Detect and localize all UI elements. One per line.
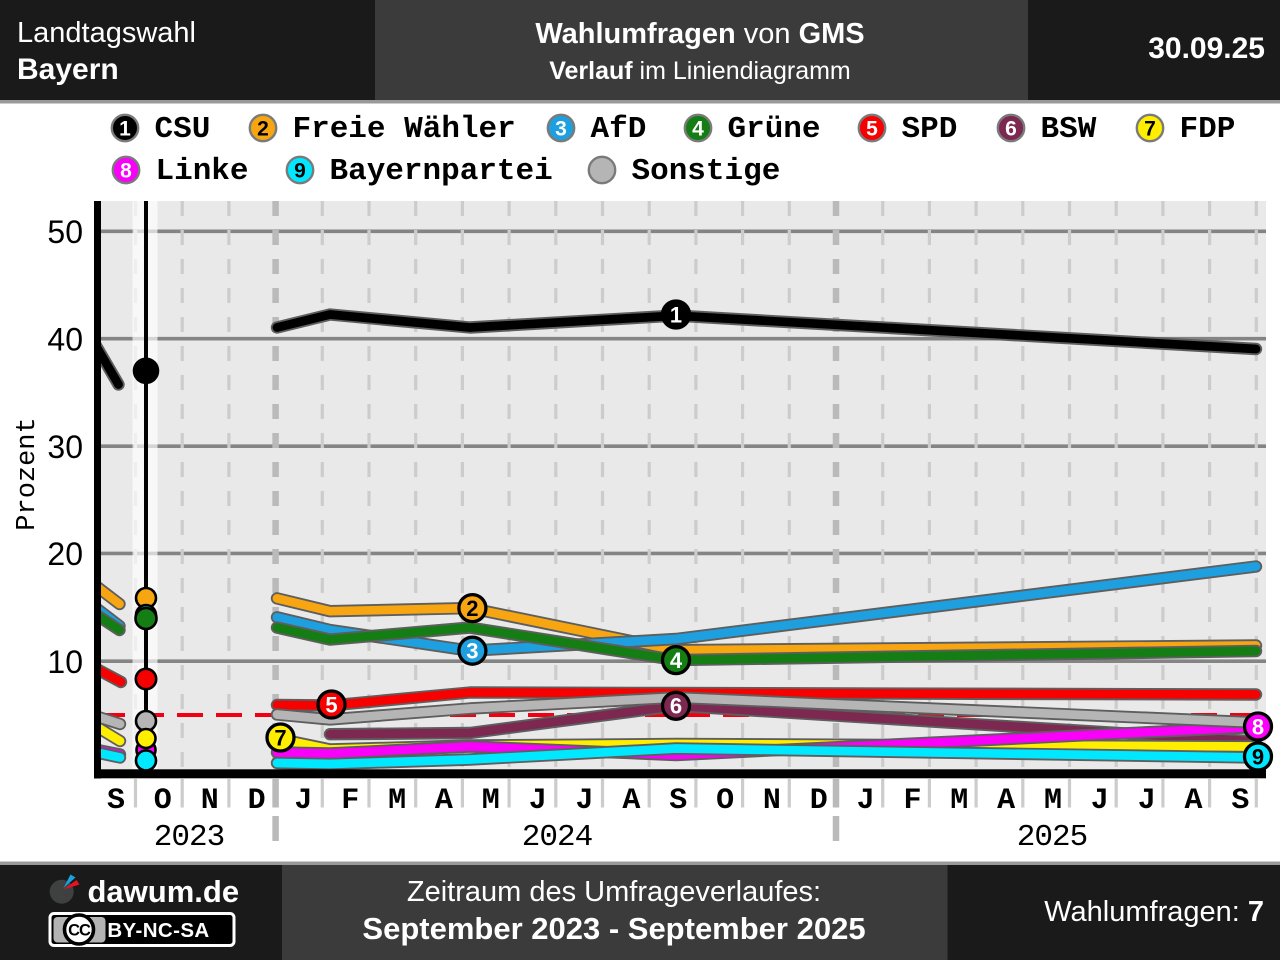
svg-text:Verlauf im Liniendiagramm: Verlauf im Liniendiagramm: [549, 57, 851, 85]
svg-text:2025: 2025: [1017, 820, 1087, 855]
svg-text:BSW: BSW: [1041, 112, 1097, 147]
svg-text:30.09.25: 30.09.25: [1148, 32, 1265, 65]
svg-text:CSU: CSU: [155, 112, 211, 147]
svg-text:F: F: [341, 784, 359, 818]
svg-text:J: J: [1091, 784, 1109, 818]
svg-text:50: 50: [47, 214, 83, 250]
svg-text:9: 9: [294, 159, 306, 182]
svg-text:7: 7: [1144, 117, 1156, 140]
svg-text:2024: 2024: [522, 820, 593, 855]
svg-text:6: 6: [1005, 117, 1017, 140]
svg-text:10: 10: [47, 644, 83, 680]
svg-text:SPD: SPD: [902, 112, 958, 147]
svg-text:M: M: [950, 784, 968, 818]
svg-text:N: N: [763, 784, 781, 818]
svg-text:FDP: FDP: [1180, 112, 1236, 147]
svg-text:1: 1: [670, 302, 682, 327]
svg-text:Bayernpartei: Bayernpartei: [330, 154, 553, 189]
svg-text:5: 5: [866, 117, 878, 140]
svg-text:September 2023 - September 202: September 2023 - September 2025: [362, 911, 865, 946]
svg-text:dawum.de: dawum.de: [88, 874, 240, 909]
svg-text:4: 4: [670, 648, 683, 673]
svg-text:Freie Wähler: Freie Wähler: [293, 112, 516, 147]
svg-text:S: S: [669, 784, 687, 818]
svg-text:6: 6: [670, 694, 682, 719]
svg-text:40: 40: [47, 321, 83, 357]
svg-text:O: O: [716, 784, 734, 818]
svg-text:A: A: [435, 784, 453, 818]
svg-text:D: D: [810, 784, 828, 818]
svg-text:1: 1: [119, 117, 131, 140]
svg-text:N: N: [201, 784, 219, 818]
svg-text:J: J: [857, 784, 875, 818]
svg-text:Zeitraum des Umfrageverlaufes:: Zeitraum des Umfrageverlaufes:: [407, 876, 821, 908]
svg-text:Landtagswahl: Landtagswahl: [17, 17, 196, 49]
svg-text:7: 7: [274, 725, 286, 750]
svg-text:BY-NC-SA: BY-NC-SA: [107, 919, 209, 942]
svg-text:Sonstige: Sonstige: [632, 154, 781, 189]
svg-text:9: 9: [1252, 744, 1264, 769]
svg-text:4: 4: [692, 117, 704, 140]
svg-text:A: A: [1184, 784, 1202, 818]
svg-text:3: 3: [466, 639, 478, 664]
svg-text:2023: 2023: [154, 820, 224, 855]
svg-text:A: A: [622, 784, 640, 818]
svg-text:D: D: [248, 784, 266, 818]
svg-text:8: 8: [120, 159, 132, 182]
svg-text:CC: CC: [68, 922, 91, 940]
svg-text:Prozent: Prozent: [13, 417, 43, 530]
svg-text:3: 3: [555, 117, 567, 140]
svg-text:J: J: [529, 784, 547, 818]
svg-text:2: 2: [257, 117, 269, 140]
svg-text:8: 8: [1252, 714, 1264, 739]
svg-text:Bayern: Bayern: [17, 53, 119, 86]
svg-text:M: M: [482, 784, 500, 818]
svg-text:J: J: [294, 784, 312, 818]
svg-text:S: S: [107, 784, 125, 818]
svg-text:30: 30: [47, 429, 83, 465]
svg-text:AfD: AfD: [591, 112, 647, 147]
svg-text:Grüne: Grüne: [728, 112, 821, 147]
svg-text:O: O: [154, 784, 172, 818]
svg-text:S: S: [1231, 784, 1249, 818]
svg-text:M: M: [1044, 784, 1062, 818]
svg-text:Linke: Linke: [156, 154, 249, 189]
svg-text:J: J: [1138, 784, 1156, 818]
svg-text:Wahlumfragen von GMS: Wahlumfragen von GMS: [535, 18, 864, 50]
svg-text:Wahlumfragen: 7: Wahlumfragen: 7: [1044, 896, 1264, 928]
svg-text:2: 2: [466, 596, 478, 621]
svg-text:A: A: [997, 784, 1015, 818]
svg-text:J: J: [575, 784, 593, 818]
svg-text:M: M: [388, 784, 406, 818]
svg-text:F: F: [903, 784, 921, 818]
svg-text:5: 5: [325, 692, 337, 717]
svg-text:20: 20: [47, 536, 83, 572]
